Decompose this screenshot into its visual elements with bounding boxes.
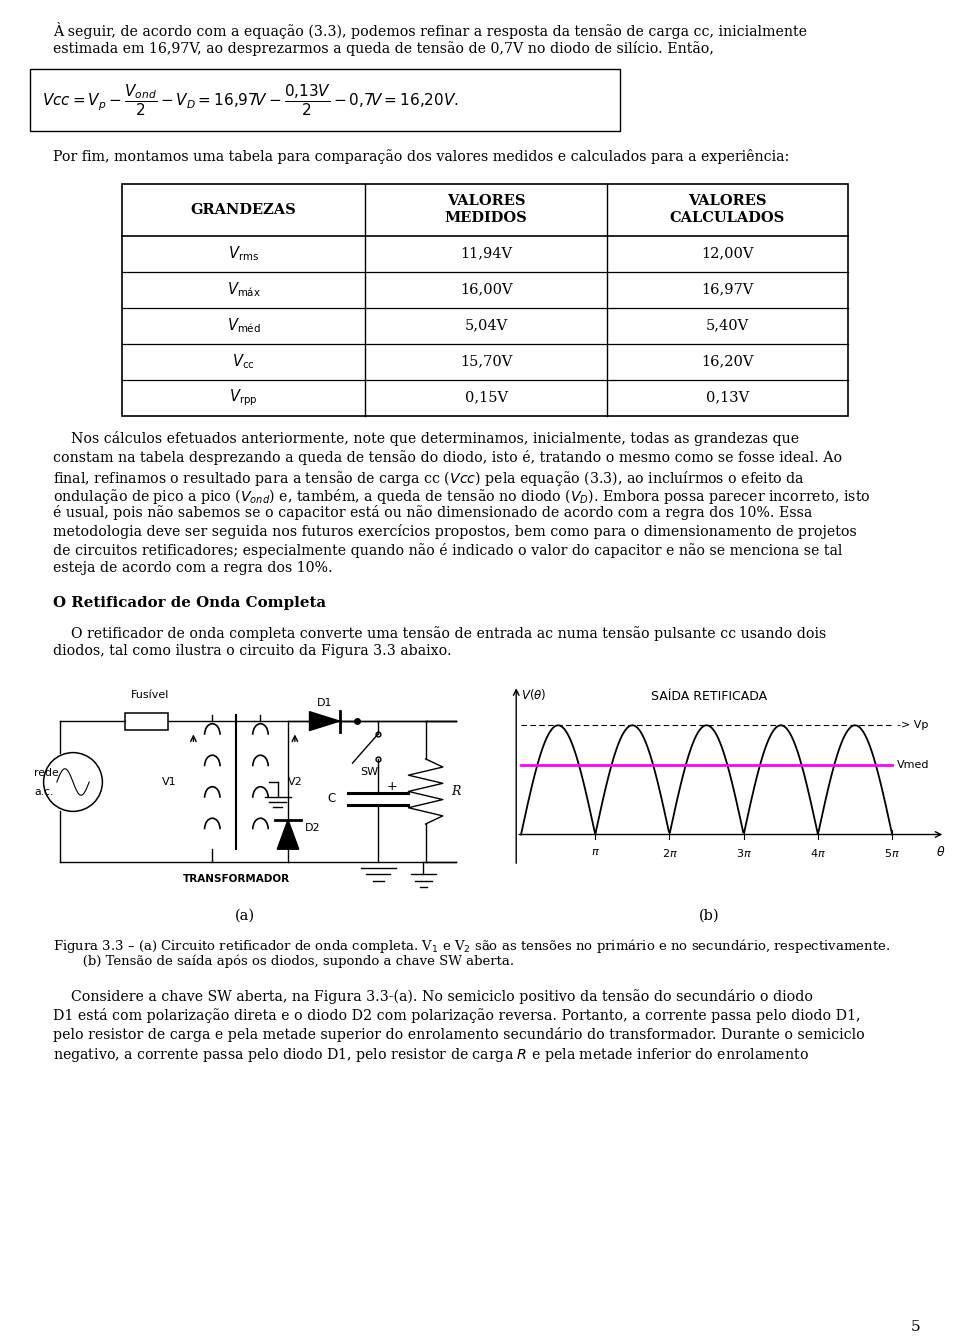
Text: R: R (451, 785, 461, 798)
Text: de circuitos retificadores; especialmente quando não é indicado o valor do capac: de circuitos retificadores; especialment… (53, 542, 842, 557)
Text: $4\pi$: $4\pi$ (810, 848, 826, 860)
Text: constam na tabela desprezando a queda de tensão do diodo, isto é, tratando o mes: constam na tabela desprezando a queda de… (53, 450, 842, 465)
Text: $V_{\mathrm{rpp}}$: $V_{\mathrm{rpp}}$ (229, 387, 258, 408)
Text: (a): (a) (235, 909, 255, 923)
Text: 0,15V: 0,15V (465, 391, 508, 404)
Polygon shape (309, 711, 340, 731)
Text: V1: V1 (161, 777, 177, 787)
Text: $V_{\mathrm{rms}}$: $V_{\mathrm{rms}}$ (228, 244, 259, 262)
Bar (125, 712, 168, 730)
Text: 0,13V: 0,13V (706, 391, 749, 404)
Text: rede: rede (35, 769, 60, 778)
Text: Vmed: Vmed (897, 761, 929, 770)
Text: metodologia deve ser seguida nos futuros exercícios propostos, bem como para o d: metodologia deve ser seguida nos futuros… (53, 524, 856, 540)
Text: VALORES
MEDIDOS: VALORES MEDIDOS (444, 194, 527, 225)
Text: 12,00V: 12,00V (701, 246, 754, 261)
Text: +: + (387, 779, 397, 793)
Text: 16,97V: 16,97V (702, 283, 754, 296)
Text: 11,94V: 11,94V (460, 246, 512, 261)
Text: C: C (327, 793, 335, 805)
Text: À seguir, de acordo com a equação (3.3), podemos refinar a resposta da tensão de: À seguir, de acordo com a equação (3.3),… (53, 21, 807, 39)
Bar (30, 70, 620, 131)
Text: O retificador de onda completa converte uma tensão de entrada ac numa tensão pul: O retificador de onda completa converte … (53, 627, 827, 641)
Text: $V_{\mathrm{méd}}$: $V_{\mathrm{méd}}$ (227, 316, 260, 335)
Text: diodos, tal como ilustra o circuito da Figura 3.3 abaixo.: diodos, tal como ilustra o circuito da F… (53, 644, 451, 659)
Text: $V_{\mathrm{cc}}$: $V_{\mathrm{cc}}$ (232, 352, 255, 371)
Text: pelo resistor de carga e pela metade superior do enrolamento secundário do trans: pelo resistor de carga e pela metade sup… (53, 1027, 865, 1042)
Text: GRANDEZAS: GRANDEZAS (191, 202, 297, 217)
Text: (b) Tensão de saída após os diodos, supondo a chave SW aberta.: (b) Tensão de saída após os diodos, supo… (53, 953, 515, 968)
Text: (b): (b) (699, 909, 719, 923)
Text: SAÍDA RETIFICADA: SAÍDA RETIFICADA (651, 690, 767, 703)
Text: é usual, pois não sabemos se o capacitor está ou não dimensionado de acordo com : é usual, pois não sabemos se o capacitor… (53, 506, 812, 521)
Text: Por fim, montamos uma tabela para comparação dos valores medidos e calculados pa: Por fim, montamos uma tabela para compar… (53, 149, 789, 163)
Text: -> Vp: -> Vp (897, 720, 928, 730)
Text: TRANSFORMADOR: TRANSFORMADOR (182, 874, 290, 884)
Text: VALORES
CALCULADOS: VALORES CALCULADOS (670, 194, 785, 225)
Bar (122, 183, 848, 415)
Text: 5: 5 (910, 1320, 920, 1334)
Polygon shape (277, 819, 299, 849)
Text: Considere a chave SW aberta, na Figura 3.3-(a). No semiciclo positivo da tensão : Considere a chave SW aberta, na Figura 3… (53, 990, 813, 1004)
Text: $5\pi$: $5\pi$ (884, 848, 900, 860)
Text: Nos cálculos efetuados anteriormente, note que determinamos, inicialmente, todas: Nos cálculos efetuados anteriormente, no… (53, 431, 799, 446)
Text: D1: D1 (317, 698, 332, 708)
Text: 15,70V: 15,70V (460, 355, 513, 368)
Text: Figura 3.3 – (a) Circuito retificador de onda completa. V$_1$ e V$_2$ são as ten: Figura 3.3 – (a) Circuito retificador de… (53, 937, 891, 955)
Text: esteja de acordo com a regra dos 10%.: esteja de acordo com a regra dos 10%. (53, 561, 332, 574)
Text: $V_{\mathrm{máx}}$: $V_{\mathrm{máx}}$ (227, 280, 260, 299)
Text: final, refinamos o resultado para a tensão de carga cc ($Vcc$) pela equação (3.3: final, refinamos o resultado para a tens… (53, 469, 804, 487)
Text: $Vcc = V_p - \dfrac{V_{ond}}{2} - V_D = 16{,}97V - \dfrac{0{,}13V}{2} - 0{,}7V =: $Vcc = V_p - \dfrac{V_{ond}}{2} - V_D = … (42, 82, 459, 118)
Text: $V(\theta)$: $V(\theta)$ (521, 687, 546, 703)
Text: 5,40V: 5,40V (706, 319, 749, 332)
Text: $2\pi$: $2\pi$ (661, 848, 678, 860)
Text: $3\pi$: $3\pi$ (735, 848, 752, 860)
Text: Fusível: Fusível (132, 690, 170, 699)
Text: $\pi$: $\pi$ (590, 848, 600, 857)
Text: D1 está com polarização direta e o diodo D2 com polarização reversa. Portanto, a: D1 está com polarização direta e o diodo… (53, 1008, 860, 1023)
Text: 5,04V: 5,04V (465, 319, 508, 332)
Text: O Retificador de Onda Completa: O Retificador de Onda Completa (53, 596, 326, 609)
Text: a.c.: a.c. (35, 787, 54, 797)
Text: negativo, a corrente passa pelo diodo D1, pelo resistor de carga $R$ e pela meta: negativo, a corrente passa pelo diodo D1… (53, 1046, 809, 1065)
Text: 16,00V: 16,00V (460, 283, 513, 296)
Text: ondulação de pico a pico ($V_{ond}$) e, também, a queda de tensão no diodo ($V_D: ondulação de pico a pico ($V_{ond}$) e, … (53, 487, 871, 506)
Text: 16,20V: 16,20V (701, 355, 754, 368)
Text: V2: V2 (288, 777, 302, 787)
Text: estimada em 16,97V, ao desprezarmos a queda de tensão de 0,7V no diodo de silíci: estimada em 16,97V, ao desprezarmos a qu… (53, 42, 714, 56)
Text: D2: D2 (305, 823, 321, 833)
Text: SW: SW (361, 767, 379, 778)
Text: $\theta$: $\theta$ (936, 845, 946, 860)
